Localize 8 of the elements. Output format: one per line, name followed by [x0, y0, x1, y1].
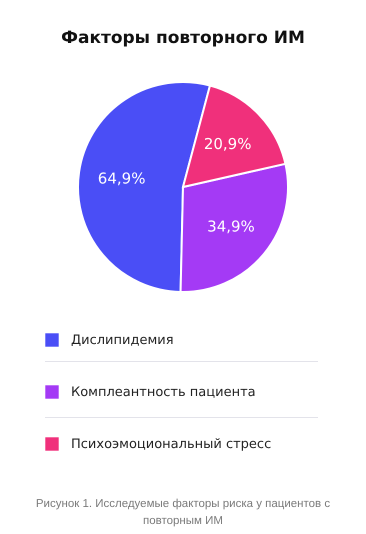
- legend-label: Комплеантность пациента: [71, 385, 256, 400]
- text: Рисунок 1. Исследуемые факторы риска у пациентов с повторным ИМ: [34, 497, 332, 529]
- legend-label: Психоэмоциональный стресс: [71, 437, 272, 452]
- legend-label: Дислипидемия: [71, 333, 174, 348]
- data-label: 20,9%: [204, 134, 252, 153]
- data-label: 34,9%: [207, 217, 255, 236]
- data-label: 64,9%: [98, 169, 146, 188]
- chart-title: Факторы повторного ИМ: [61, 28, 305, 48]
